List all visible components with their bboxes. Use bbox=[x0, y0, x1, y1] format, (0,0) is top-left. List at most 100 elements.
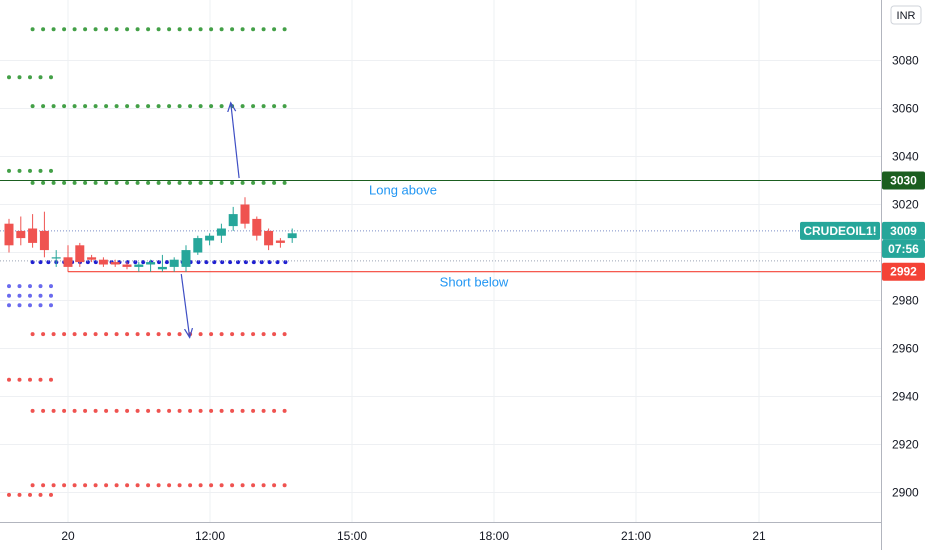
level-dot bbox=[46, 260, 51, 265]
level-dot bbox=[177, 27, 182, 32]
level-dot bbox=[196, 260, 201, 265]
short-dotted-level bbox=[30, 483, 287, 488]
level-dot bbox=[209, 180, 214, 185]
level-dot bbox=[156, 408, 161, 413]
level-dot bbox=[104, 27, 109, 32]
level-dot bbox=[62, 104, 67, 109]
level-dot bbox=[177, 104, 182, 109]
level-dot bbox=[49, 75, 53, 80]
level-dot bbox=[93, 332, 98, 337]
level-dot bbox=[17, 284, 22, 289]
long-target-arrow[interactable] bbox=[231, 104, 240, 179]
candle-body bbox=[287, 233, 297, 239]
level-dot bbox=[62, 180, 67, 185]
level-dot bbox=[49, 377, 53, 382]
annotation-arrows[interactable] bbox=[180, 104, 240, 337]
level-dot bbox=[282, 408, 287, 413]
level-dot bbox=[272, 408, 277, 413]
level-dot bbox=[38, 303, 43, 308]
level-dot bbox=[114, 483, 119, 488]
level-dot bbox=[83, 408, 88, 413]
level-dot bbox=[219, 483, 224, 488]
level-dot bbox=[188, 27, 193, 32]
candle bbox=[287, 228, 297, 243]
level-dot bbox=[93, 104, 98, 109]
price-tick-label: 3020 bbox=[892, 198, 919, 212]
level-dot bbox=[104, 408, 109, 413]
level-dot bbox=[49, 284, 53, 289]
level-dot bbox=[28, 168, 32, 173]
level-dot bbox=[251, 180, 256, 185]
level-dot bbox=[272, 332, 277, 337]
candle bbox=[181, 245, 191, 272]
level-dot bbox=[230, 180, 235, 185]
level-dot bbox=[125, 104, 130, 109]
level-dot bbox=[125, 180, 130, 185]
level-dot bbox=[230, 332, 235, 337]
level-dot bbox=[62, 27, 67, 32]
level-dot bbox=[146, 27, 151, 32]
long-dotted-level bbox=[30, 104, 287, 109]
level-dot bbox=[272, 104, 277, 109]
candle bbox=[134, 262, 144, 272]
level-dot bbox=[261, 408, 266, 413]
candle-body bbox=[193, 238, 203, 253]
level-dot bbox=[49, 303, 53, 308]
level-dot bbox=[125, 483, 130, 488]
level-dot bbox=[114, 27, 119, 32]
level-dot bbox=[135, 332, 140, 337]
level-dot bbox=[198, 408, 203, 413]
time-tick-label: 12:00 bbox=[195, 529, 225, 543]
level-dot bbox=[38, 75, 43, 80]
level-dot bbox=[72, 408, 77, 413]
short-target-arrow[interactable] bbox=[180, 274, 189, 336]
level-dot bbox=[133, 260, 138, 265]
candle-body bbox=[181, 250, 191, 267]
price-tick-label: 2920 bbox=[892, 438, 919, 452]
short-below-label: Short below bbox=[440, 275, 509, 290]
level-dot bbox=[7, 303, 11, 308]
price-tick-label: 3040 bbox=[892, 150, 919, 164]
level-dot bbox=[251, 27, 256, 32]
level-dot bbox=[167, 27, 172, 32]
level-dot bbox=[72, 27, 77, 32]
countdown-tag bbox=[882, 239, 925, 258]
level-dot bbox=[209, 408, 214, 413]
level-dot bbox=[167, 104, 172, 109]
candle-body bbox=[75, 245, 85, 263]
candle-body bbox=[63, 257, 73, 267]
level-dot bbox=[219, 104, 224, 109]
horizontal-lines[interactable] bbox=[0, 180, 881, 273]
level-dot bbox=[282, 104, 287, 109]
level-dot bbox=[261, 180, 266, 185]
level-dot bbox=[51, 408, 56, 413]
candle-body bbox=[157, 266, 167, 270]
candle bbox=[16, 216, 26, 246]
level-dot bbox=[17, 303, 22, 308]
level-dot bbox=[125, 408, 130, 413]
level-dot bbox=[41, 408, 46, 413]
level-dot bbox=[51, 180, 56, 185]
level-dot bbox=[209, 104, 214, 109]
symbol-label: CRUDEOIL1! bbox=[803, 224, 876, 238]
level-dot bbox=[7, 168, 11, 173]
level-dot bbox=[188, 483, 193, 488]
level-dot bbox=[272, 27, 277, 32]
level-dot bbox=[135, 104, 140, 109]
candle bbox=[28, 214, 38, 248]
level-dot bbox=[135, 180, 140, 185]
level-dot bbox=[49, 168, 53, 173]
level-dot bbox=[135, 408, 140, 413]
level-dot bbox=[72, 104, 77, 109]
long-dotted-level bbox=[7, 168, 53, 173]
level-dot bbox=[38, 377, 43, 382]
long-dotted-level bbox=[30, 27, 287, 32]
currency-button[interactable] bbox=[890, 5, 922, 25]
price-tick-label: 2980 bbox=[892, 294, 919, 308]
level-dot bbox=[72, 483, 77, 488]
level-dot bbox=[188, 180, 193, 185]
level-dot bbox=[251, 104, 256, 109]
price-tick-label: 3060 bbox=[892, 102, 919, 116]
time-axis[interactable]: 20 12:00 15:00 18:00 21:00 21 bbox=[0, 522, 881, 544]
